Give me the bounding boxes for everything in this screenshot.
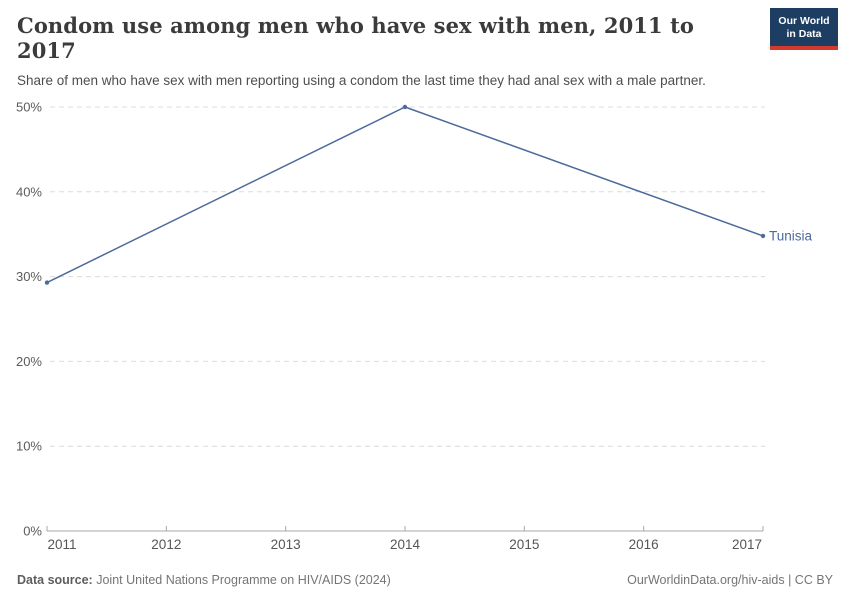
- data-point-marker[interactable]: [402, 104, 408, 110]
- owid-logo-line1: Our World: [778, 15, 830, 27]
- owid-logo: Our World in Data: [770, 8, 838, 51]
- x-axis-tick-label: 2012: [151, 537, 181, 552]
- y-axis-tick-label: 20%: [16, 354, 42, 369]
- credit-note: OurWorldinData.org/hiv-aids | CC BY: [627, 573, 833, 587]
- entity-label[interactable]: Tunisia: [769, 228, 813, 243]
- x-axis-tick-label: 2011: [47, 537, 76, 552]
- data-source-note: Data source: Joint United Nations Progra…: [17, 573, 391, 587]
- x-axis-tick-label: 2013: [271, 537, 301, 552]
- owid-logo-line2: in Data: [786, 28, 822, 41]
- data-source-label: Data source:: [17, 573, 93, 587]
- data-point-marker[interactable]: [760, 233, 766, 239]
- series-line[interactable]: [46, 106, 764, 284]
- y-axis-tick-label: 40%: [16, 184, 42, 199]
- chart-subtitle: Share of men who have sex with men repor…: [17, 73, 706, 88]
- x-axis-tick-label: 2015: [509, 537, 539, 552]
- data-point-marker[interactable]: [44, 280, 50, 285]
- y-axis-tick-label: 30%: [16, 269, 42, 284]
- data-source-text: Joint United Nations Programme on HIV/AI…: [96, 573, 391, 587]
- y-axis-tick-label: 50%: [16, 100, 42, 115]
- y-axis-tick-label: 0%: [23, 524, 42, 539]
- chart-title: Condom use among men who have sex with m…: [17, 13, 695, 63]
- x-axis-tick-label: 2014: [390, 537, 421, 552]
- chart-header: Condom use among men who have sex with m…: [0, 0, 850, 91]
- x-axis-tick-label: 2016: [629, 537, 659, 552]
- x-axis-tick-label: 2017: [732, 537, 762, 552]
- y-axis-tick-label: 10%: [16, 439, 42, 454]
- chart-footer: Data source: Joint United Nations Progra…: [17, 573, 833, 587]
